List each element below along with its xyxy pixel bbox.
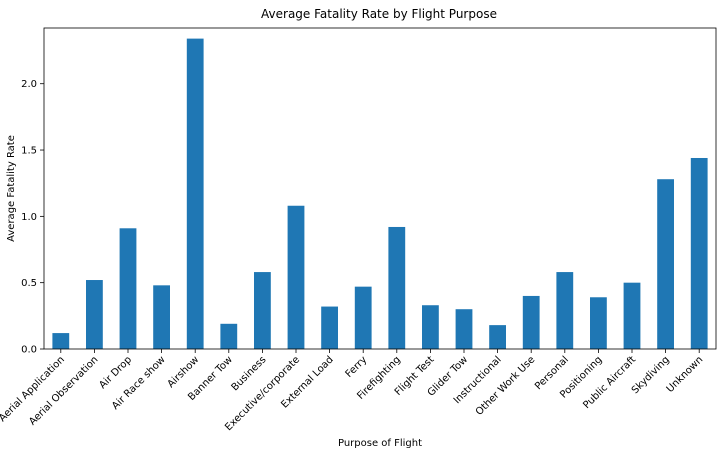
- bar-airshow: [186, 38, 204, 349]
- bar-air-drop: [119, 228, 137, 349]
- bar-positioning: [590, 297, 607, 349]
- bar-banner-tow: [220, 323, 238, 349]
- chart-title: Average Fatality Rate by Flight Purpose: [261, 7, 497, 21]
- bar-unknown: [690, 157, 708, 349]
- bar-air-race-show: [153, 285, 170, 349]
- y-tick-label: 2.0: [21, 79, 37, 90]
- bar-flight-test: [422, 305, 439, 349]
- bar-aerial-observation: [86, 280, 103, 349]
- bar-glider-tow: [455, 309, 473, 349]
- x-tick-label: Other Work Use: [474, 354, 537, 417]
- plot-frame: [43, 27, 717, 350]
- bar-skydiving: [657, 179, 674, 349]
- x-tick-label: Ferry: [344, 354, 370, 380]
- x-axis-label: Purpose of Flight: [338, 438, 422, 449]
- bar-personal: [556, 272, 574, 349]
- y-tick-label: 0.5: [21, 278, 37, 289]
- y-tick-label: 1.5: [21, 146, 37, 157]
- bar-ferry: [354, 286, 372, 349]
- bar-public-aircraft: [623, 282, 641, 349]
- bar-firefighting: [388, 226, 406, 349]
- y-axis-label: Average Fatality Rate: [6, 135, 17, 242]
- y-axis: 0.0 0.5 1.0 1.5 2.0: [21, 79, 44, 356]
- bar-business: [254, 272, 271, 349]
- y-tick-label: 1.0: [21, 212, 37, 223]
- bar-external-load: [321, 306, 338, 349]
- bar-instructional: [489, 325, 506, 349]
- bars-group: [52, 38, 708, 349]
- bar-other-work-use: [522, 295, 540, 349]
- x-tick-label: Unknown: [665, 354, 706, 395]
- bar-executive-corporate: [287, 205, 305, 349]
- bar-aerial-application: [52, 333, 70, 349]
- y-tick-label: 0.0: [21, 345, 37, 356]
- x-tick-label: Aerial Observation: [27, 354, 100, 427]
